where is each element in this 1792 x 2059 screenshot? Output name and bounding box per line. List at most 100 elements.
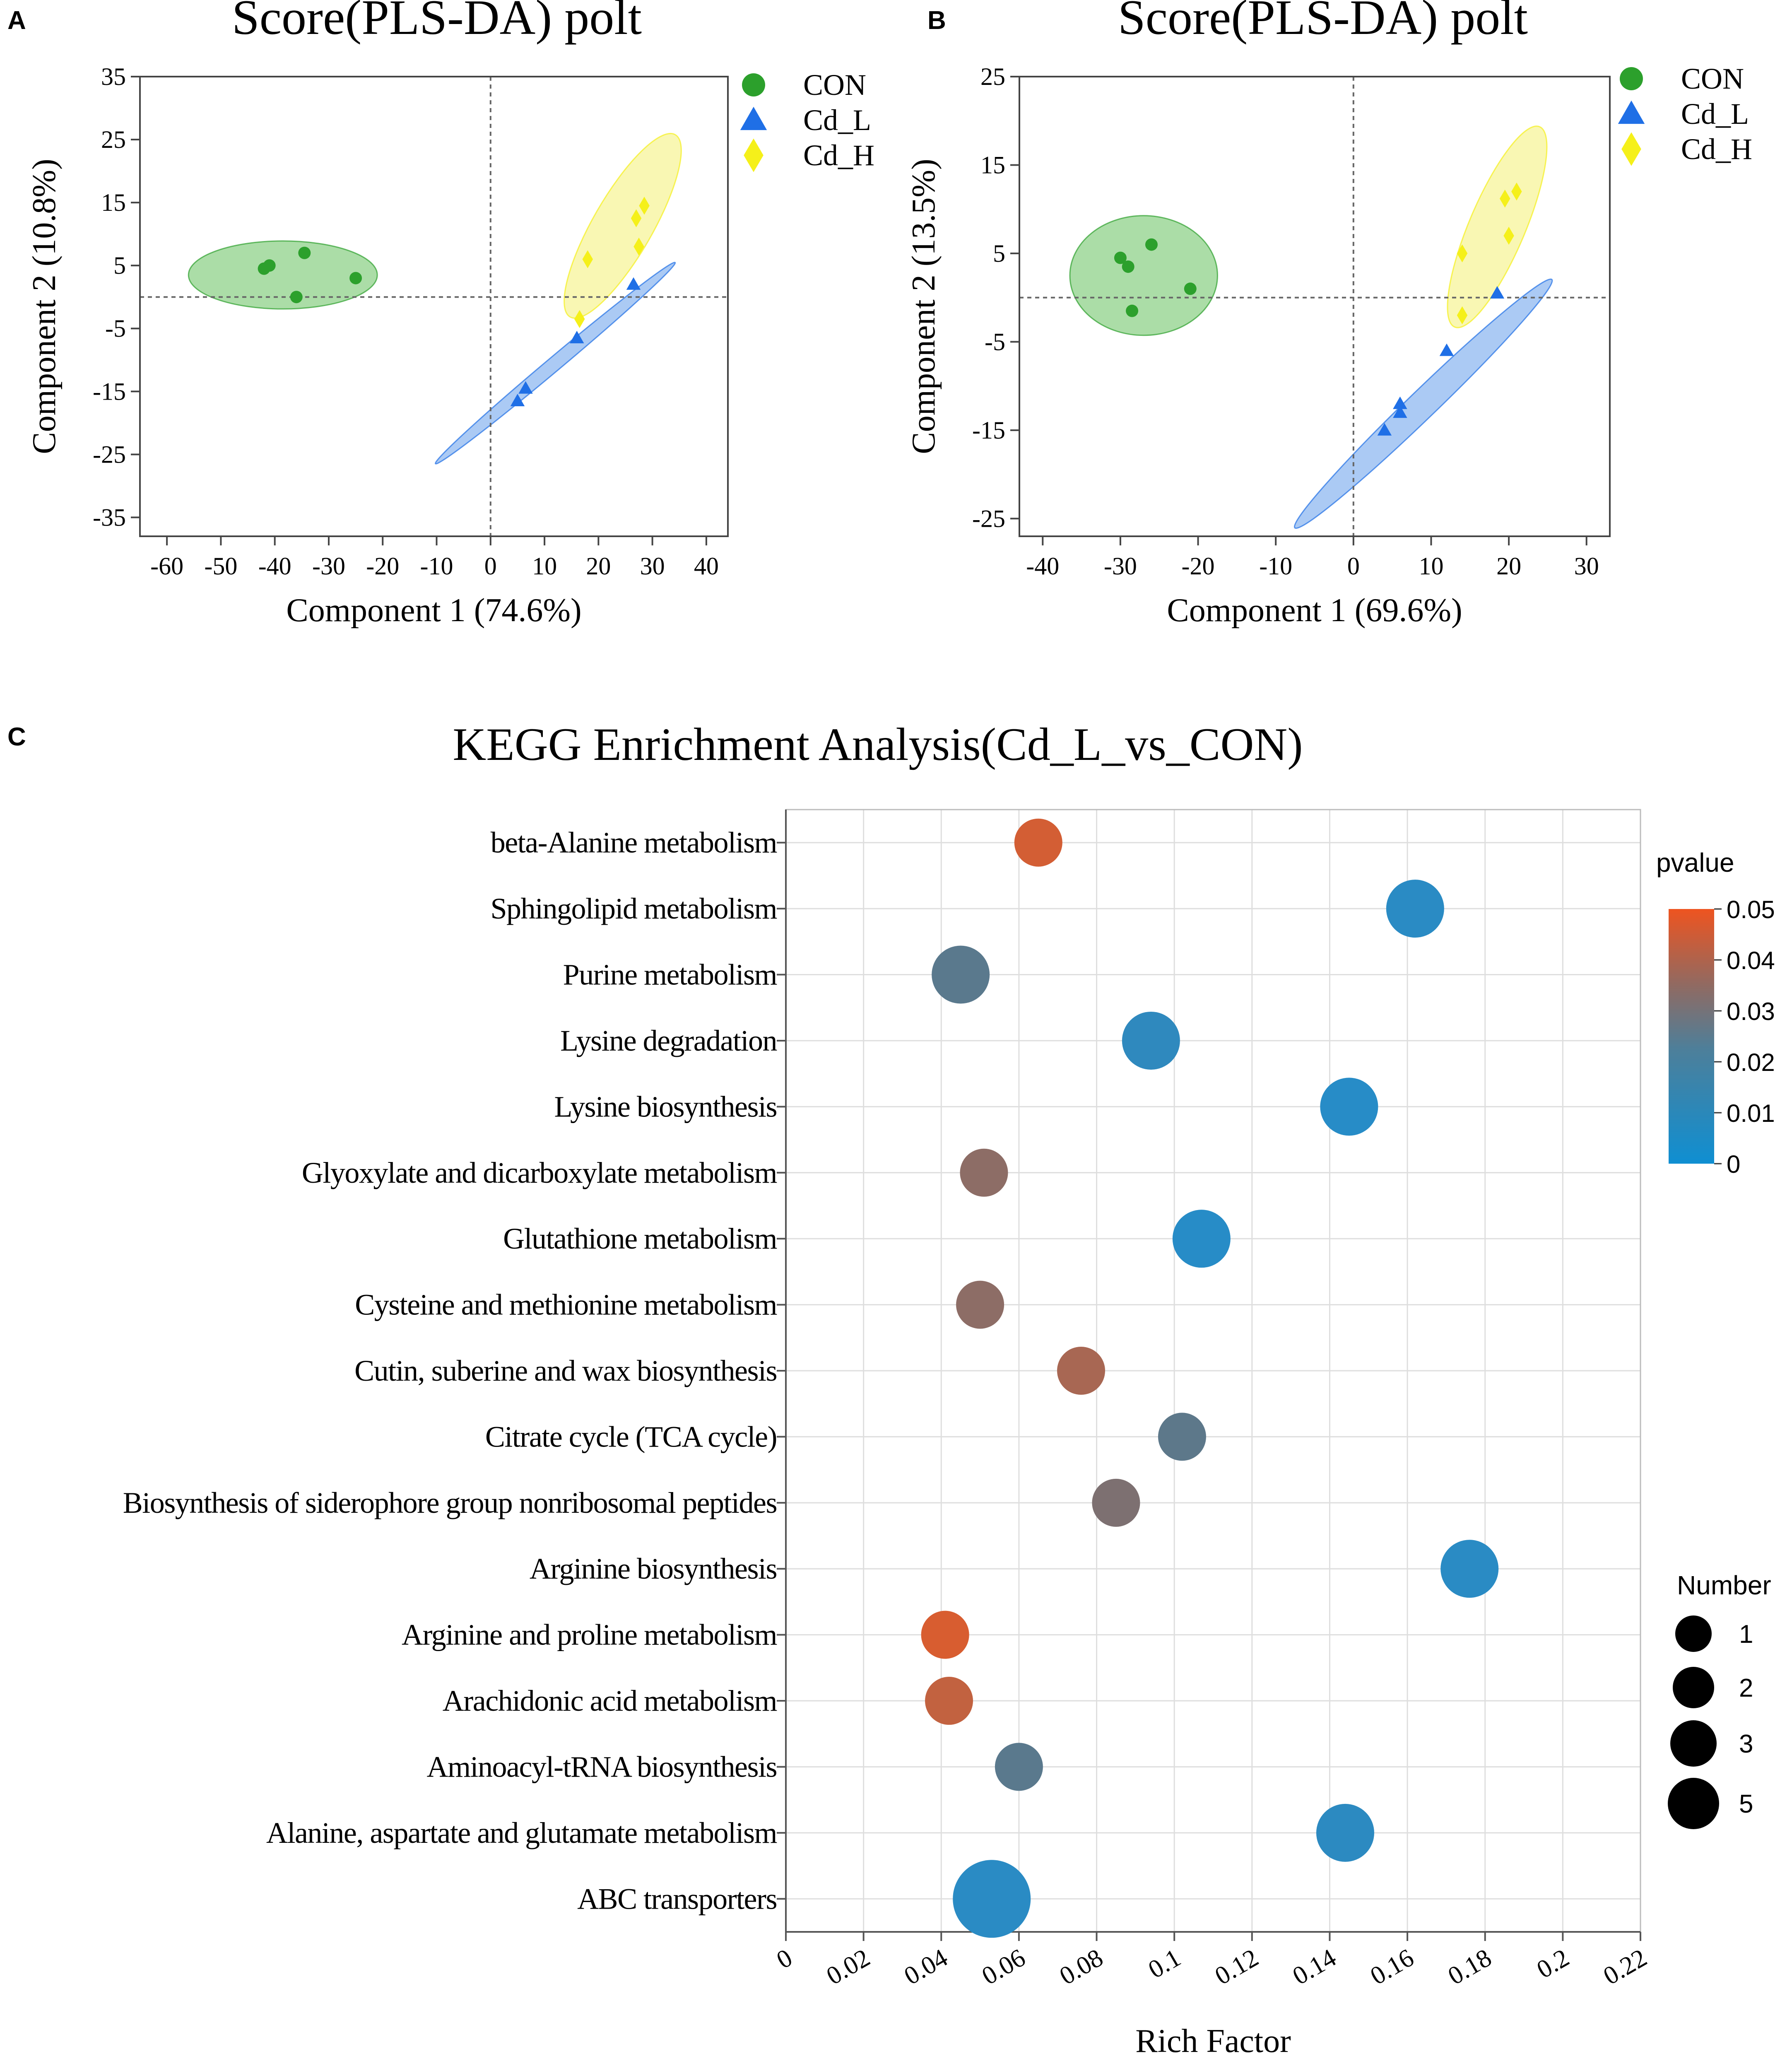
pathway-label: Glutathione metabolism bbox=[503, 1222, 777, 1255]
size-legend-title: Number bbox=[1677, 1570, 1771, 1600]
enrichment-bubble bbox=[932, 945, 990, 1004]
x-tick-label: -40 bbox=[1026, 552, 1059, 580]
plot-area bbox=[1019, 76, 1611, 537]
pathway-label: Cysteine and methionine metabolism bbox=[355, 1288, 777, 1321]
point-cd-h bbox=[1511, 182, 1522, 201]
x-axis-ticks: -40 -30 -20 -10 0 10 20 30 bbox=[1026, 536, 1599, 580]
x-tick-label: -50 bbox=[204, 552, 237, 580]
reference-lines bbox=[1019, 77, 1610, 536]
enrichment-bubble bbox=[1386, 880, 1444, 938]
pathway-label: Alanine, aspartate and glutamate metabol… bbox=[266, 1816, 777, 1849]
x-tick-label: -20 bbox=[1182, 552, 1215, 580]
x-tick-label: 0.16 bbox=[1366, 1943, 1419, 1990]
point-cd-h bbox=[1457, 244, 1468, 263]
plot-area bbox=[139, 76, 729, 537]
chart-title: Score(PLS-DA) polt bbox=[1118, 0, 1528, 45]
x-tick-label: 0 bbox=[1347, 552, 1360, 580]
pathway-label: Lysine degradation bbox=[560, 1024, 777, 1057]
x-tick-label: -30 bbox=[312, 552, 345, 580]
enrichment-bubble bbox=[953, 1860, 1031, 1938]
enrichment-bubble bbox=[925, 1677, 973, 1725]
pathway-label: Aminoacyl-tRNA biosynthesis bbox=[427, 1750, 777, 1783]
y-tick-label: -5 bbox=[985, 328, 1005, 355]
y-tick-label: 25 bbox=[101, 126, 126, 153]
reference-lines bbox=[140, 77, 728, 536]
score-points bbox=[1114, 182, 1522, 436]
point-con bbox=[1184, 282, 1197, 295]
legend-marker-cd-h bbox=[1621, 132, 1641, 166]
x-tick-label: 20 bbox=[1496, 552, 1521, 580]
x-tick-label: -60 bbox=[150, 552, 183, 580]
size-legend-label: 2 bbox=[1739, 1674, 1753, 1702]
enrichment-bubble bbox=[1057, 1347, 1106, 1395]
number-size-legend: Number 1 2 3 5 bbox=[1668, 1570, 1771, 1829]
size-legend-dot bbox=[1675, 1615, 1712, 1652]
y-tick-label: 35 bbox=[101, 63, 126, 90]
enrichment-bubble bbox=[1320, 1078, 1378, 1136]
x-tick-label: 30 bbox=[640, 552, 665, 580]
point-cd-h bbox=[582, 250, 593, 268]
legend-label: Cd_L bbox=[803, 104, 871, 137]
size-legend-dot bbox=[1668, 1778, 1719, 1829]
color-gradient-bar bbox=[1669, 909, 1714, 1164]
panel-letter-c: C bbox=[7, 723, 26, 751]
x-tick-label: 0.18 bbox=[1443, 1943, 1496, 1990]
ellipse-cd-h bbox=[1447, 125, 1548, 328]
ellipse-con bbox=[188, 240, 378, 310]
point-cd-h bbox=[1499, 189, 1510, 208]
x-axis-label: Component 1 (74.6%) bbox=[286, 592, 581, 629]
point-con bbox=[1145, 238, 1158, 251]
enrichment-bubble bbox=[1014, 818, 1062, 867]
size-legend-label: 3 bbox=[1739, 1730, 1753, 1758]
point-cd-h bbox=[639, 196, 650, 215]
enrichment-bubble bbox=[1316, 1803, 1374, 1862]
plot-frame bbox=[139, 76, 729, 537]
ellipse-con bbox=[1069, 215, 1218, 336]
point-cd-h bbox=[574, 310, 585, 328]
legend-label: Cd_L bbox=[1681, 97, 1749, 130]
pathway-labels: beta-Alanine metabolism Sphingolipid meta… bbox=[123, 826, 786, 1915]
legend-label: Cd_H bbox=[803, 139, 874, 172]
confidence-ellipses bbox=[1069, 125, 1553, 529]
color-legend-title: pvalue bbox=[1656, 848, 1734, 878]
x-tick-label: 0.04 bbox=[899, 1943, 952, 1990]
pathway-label: Sphingolipid metabolism bbox=[490, 892, 777, 925]
size-legend-label: 1 bbox=[1739, 1620, 1753, 1649]
y-tick-label: 5 bbox=[113, 252, 126, 279]
x-tick-label: 0.22 bbox=[1599, 1943, 1652, 1990]
pathway-label: Lysine biosynthesis bbox=[554, 1090, 777, 1123]
x-tick-label: 0.1 bbox=[1144, 1943, 1185, 1984]
chart-title: KEGG Enrichment Analysis(Cd_L_vs_CON) bbox=[453, 719, 1303, 770]
point-cd-l bbox=[1393, 405, 1407, 418]
size-legend-dot bbox=[1673, 1667, 1714, 1708]
point-con bbox=[349, 272, 362, 284]
point-con bbox=[1122, 260, 1134, 273]
y-tick-label: 25 bbox=[980, 63, 1005, 90]
color-legend-label: 0 bbox=[1727, 1150, 1740, 1178]
size-legend-label: 5 bbox=[1739, 1790, 1753, 1818]
point-con bbox=[290, 291, 303, 304]
score-points bbox=[258, 196, 650, 407]
kegg-bubble-panel: KEGG Enrichment Analysis(Cd_L_vs_CON) be… bbox=[123, 719, 1775, 2059]
pathway-label: Biosynthesis of siderophore group nonrib… bbox=[123, 1486, 777, 1519]
legend-label: CON bbox=[803, 68, 866, 101]
legend-marker-con bbox=[1620, 67, 1643, 90]
enrichment-bubble bbox=[1172, 1210, 1231, 1268]
color-legend-label: 0.01 bbox=[1727, 1099, 1775, 1127]
y-axis-ticks: 35 25 15 5 -5 -15 -25 -35 bbox=[93, 63, 140, 531]
x-tick-label: 40 bbox=[694, 552, 719, 580]
enrichment-bubble bbox=[960, 1148, 1008, 1197]
x-tick-label: -40 bbox=[258, 552, 291, 580]
point-cd-h bbox=[631, 209, 642, 227]
point-cd-l bbox=[1393, 396, 1407, 409]
x-tick-label: 10 bbox=[532, 552, 557, 580]
x-tick-label: -20 bbox=[366, 552, 399, 580]
x-axis-ticks: 0 0.02 0.04 0.06 0.08 0.1 0.12 0.14 0.16 0.18 0.2 0… bbox=[772, 1932, 1652, 1990]
point-cd-l bbox=[518, 381, 533, 394]
grid-lines bbox=[785, 810, 1641, 1932]
x-axis-label: Component 1 (69.6%) bbox=[1167, 592, 1462, 629]
point-cd-l bbox=[1439, 343, 1454, 356]
